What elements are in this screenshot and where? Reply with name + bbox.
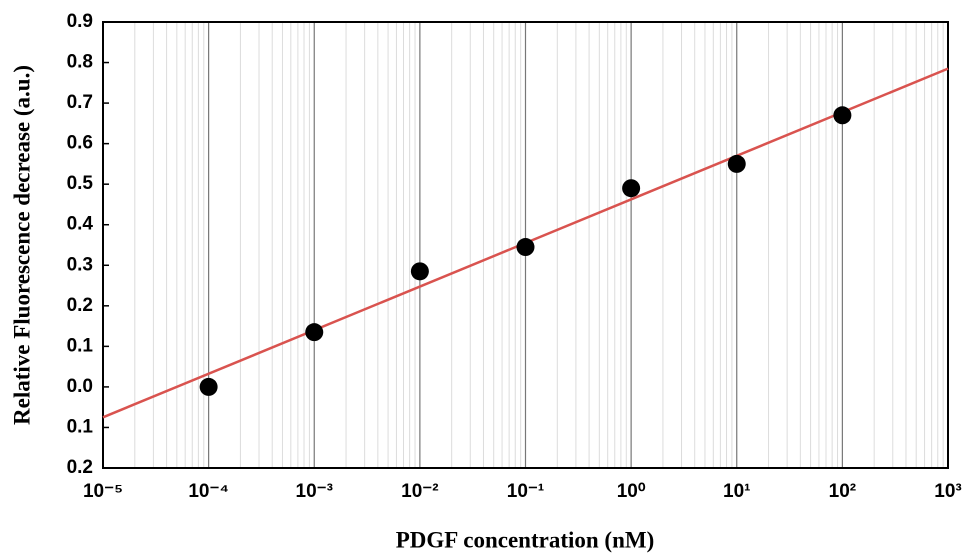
y-tick-label: 0.6: [67, 133, 93, 154]
data-point: [833, 106, 852, 125]
x-tick-label: 10⁻³: [296, 481, 334, 502]
x-tick-label: 10⁰: [617, 481, 646, 502]
y-tick-label: 0.4: [67, 214, 94, 235]
y-tick-label: 0.3: [67, 254, 93, 275]
x-tick-label: 10⁻⁵: [83, 481, 123, 502]
x-tick-label: 10¹: [723, 481, 750, 502]
data-point: [727, 154, 746, 173]
x-axis-title: PDGF concentration (nM): [396, 527, 654, 552]
y-tick-label: 0.1: [67, 416, 94, 437]
data-point: [410, 262, 429, 281]
x-tick-label: 10⁻²: [401, 481, 439, 502]
y-tick-label: 0.8: [67, 52, 93, 73]
y-tick-label: 0.0: [67, 376, 93, 397]
data-point: [305, 323, 324, 342]
y-tick-label: 0.2: [67, 295, 93, 316]
y-axis-title: Relative Fluorescence decrease (a.u.): [9, 65, 34, 425]
data-point: [622, 179, 641, 198]
y-tick-label: 0.5: [67, 173, 94, 194]
x-tick-label: 10⁻⁴: [188, 481, 229, 502]
y-tick-label: 0.9: [67, 11, 93, 32]
x-tick-label: 10⁻¹: [507, 481, 545, 502]
x-tick-label: 10²: [829, 481, 856, 502]
data-point: [516, 238, 535, 257]
y-tick-label: 0.7: [67, 92, 93, 113]
data-point: [199, 377, 218, 396]
y-tick-label: 0.2: [67, 457, 93, 478]
x-tick-label: 10³: [934, 481, 961, 502]
y-tick-label: 0.1: [67, 335, 94, 356]
plot-frame: [102, 21, 949, 469]
